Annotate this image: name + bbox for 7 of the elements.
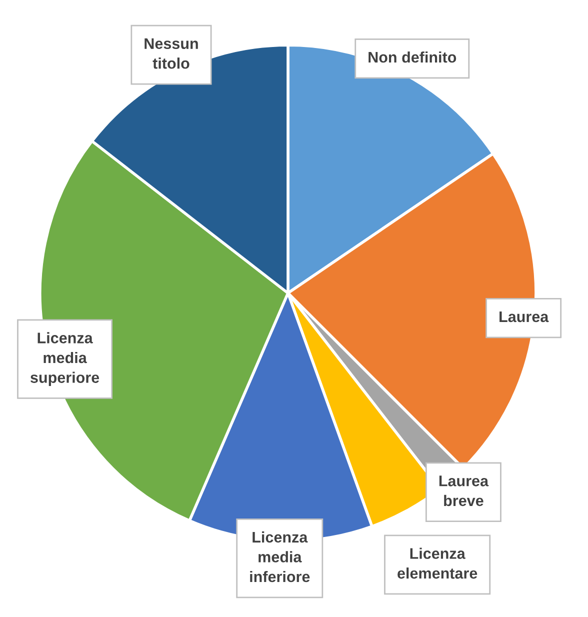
- slice-label: Licenza media inferiore: [250, 531, 310, 582]
- slice-label: Laurea breve: [439, 476, 489, 506]
- slice-label: Laurea: [500, 311, 549, 322]
- slice-label: Nessun titolo: [144, 38, 198, 69]
- slice-label: Licenza elementare: [398, 548, 478, 579]
- slice-label: Non definito: [368, 51, 456, 63]
- slice-label: Licenza media superiore: [30, 332, 100, 386]
